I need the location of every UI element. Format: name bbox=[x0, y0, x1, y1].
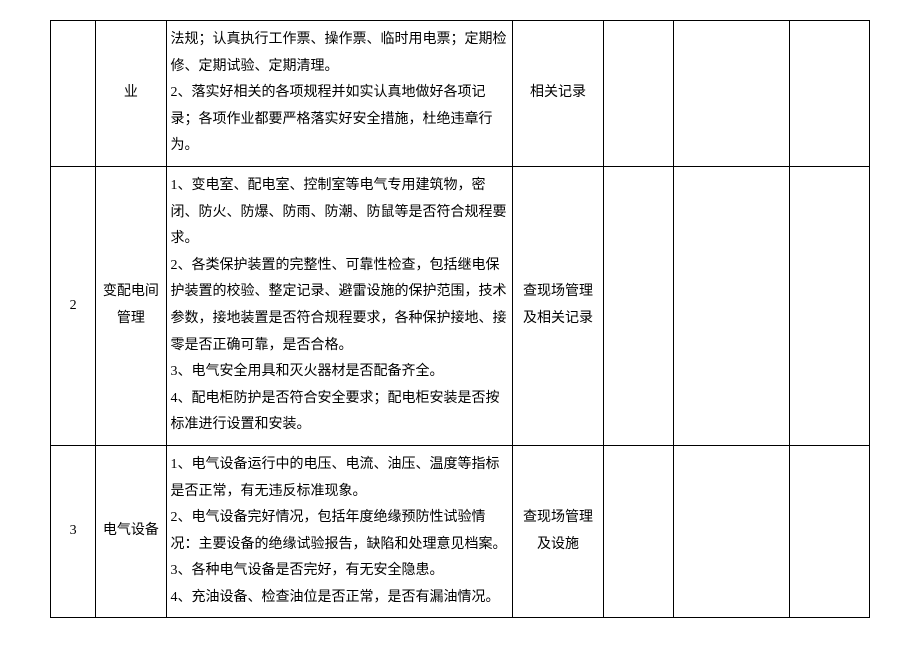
table-row: 2 变配电间管理 1、变电室、配电室、控制室等电气专用建筑物，密闭、防火、防爆、… bbox=[51, 166, 870, 445]
cell-item: 电气设备 bbox=[96, 445, 166, 618]
cell-blank bbox=[674, 21, 790, 167]
cell-index bbox=[51, 21, 96, 167]
cell-blank bbox=[674, 445, 790, 618]
cell-blank bbox=[674, 166, 790, 445]
cell-blank bbox=[789, 445, 869, 618]
cell-desc: 1、变电室、配电室、控制室等电气专用建筑物，密闭、防火、防爆、防雨、防潮、防鼠等… bbox=[166, 166, 513, 445]
table-row: 3 电气设备 1、电气设备运行中的电压、电流、油压、温度等指标是否正常，有无违反… bbox=[51, 445, 870, 618]
table-body: 业 法规；认真执行工作票、操作票、临时用电票；定期检修、定期试验、定期清理。2、… bbox=[51, 21, 870, 618]
cell-blank bbox=[603, 166, 673, 445]
cell-blank bbox=[603, 445, 673, 618]
cell-desc: 1、电气设备运行中的电压、电流、油压、温度等指标是否正常，有无违反标准现象。2、… bbox=[166, 445, 513, 618]
table-row: 业 法规；认真执行工作票、操作票、临时用电票；定期检修、定期试验、定期清理。2、… bbox=[51, 21, 870, 167]
cell-item: 业 bbox=[96, 21, 166, 167]
cell-blank bbox=[789, 166, 869, 445]
cell-check: 相关记录 bbox=[513, 21, 603, 167]
cell-blank bbox=[603, 21, 673, 167]
inspection-table: 业 法规；认真执行工作票、操作票、临时用电票；定期检修、定期试验、定期清理。2、… bbox=[50, 20, 870, 618]
cell-blank bbox=[789, 21, 869, 167]
cell-item: 变配电间管理 bbox=[96, 166, 166, 445]
cell-desc: 法规；认真执行工作票、操作票、临时用电票；定期检修、定期试验、定期清理。2、落实… bbox=[166, 21, 513, 167]
cell-check: 查现场管理及相关记录 bbox=[513, 166, 603, 445]
cell-check: 查现场管理及设施 bbox=[513, 445, 603, 618]
cell-index: 3 bbox=[51, 445, 96, 618]
cell-index: 2 bbox=[51, 166, 96, 445]
